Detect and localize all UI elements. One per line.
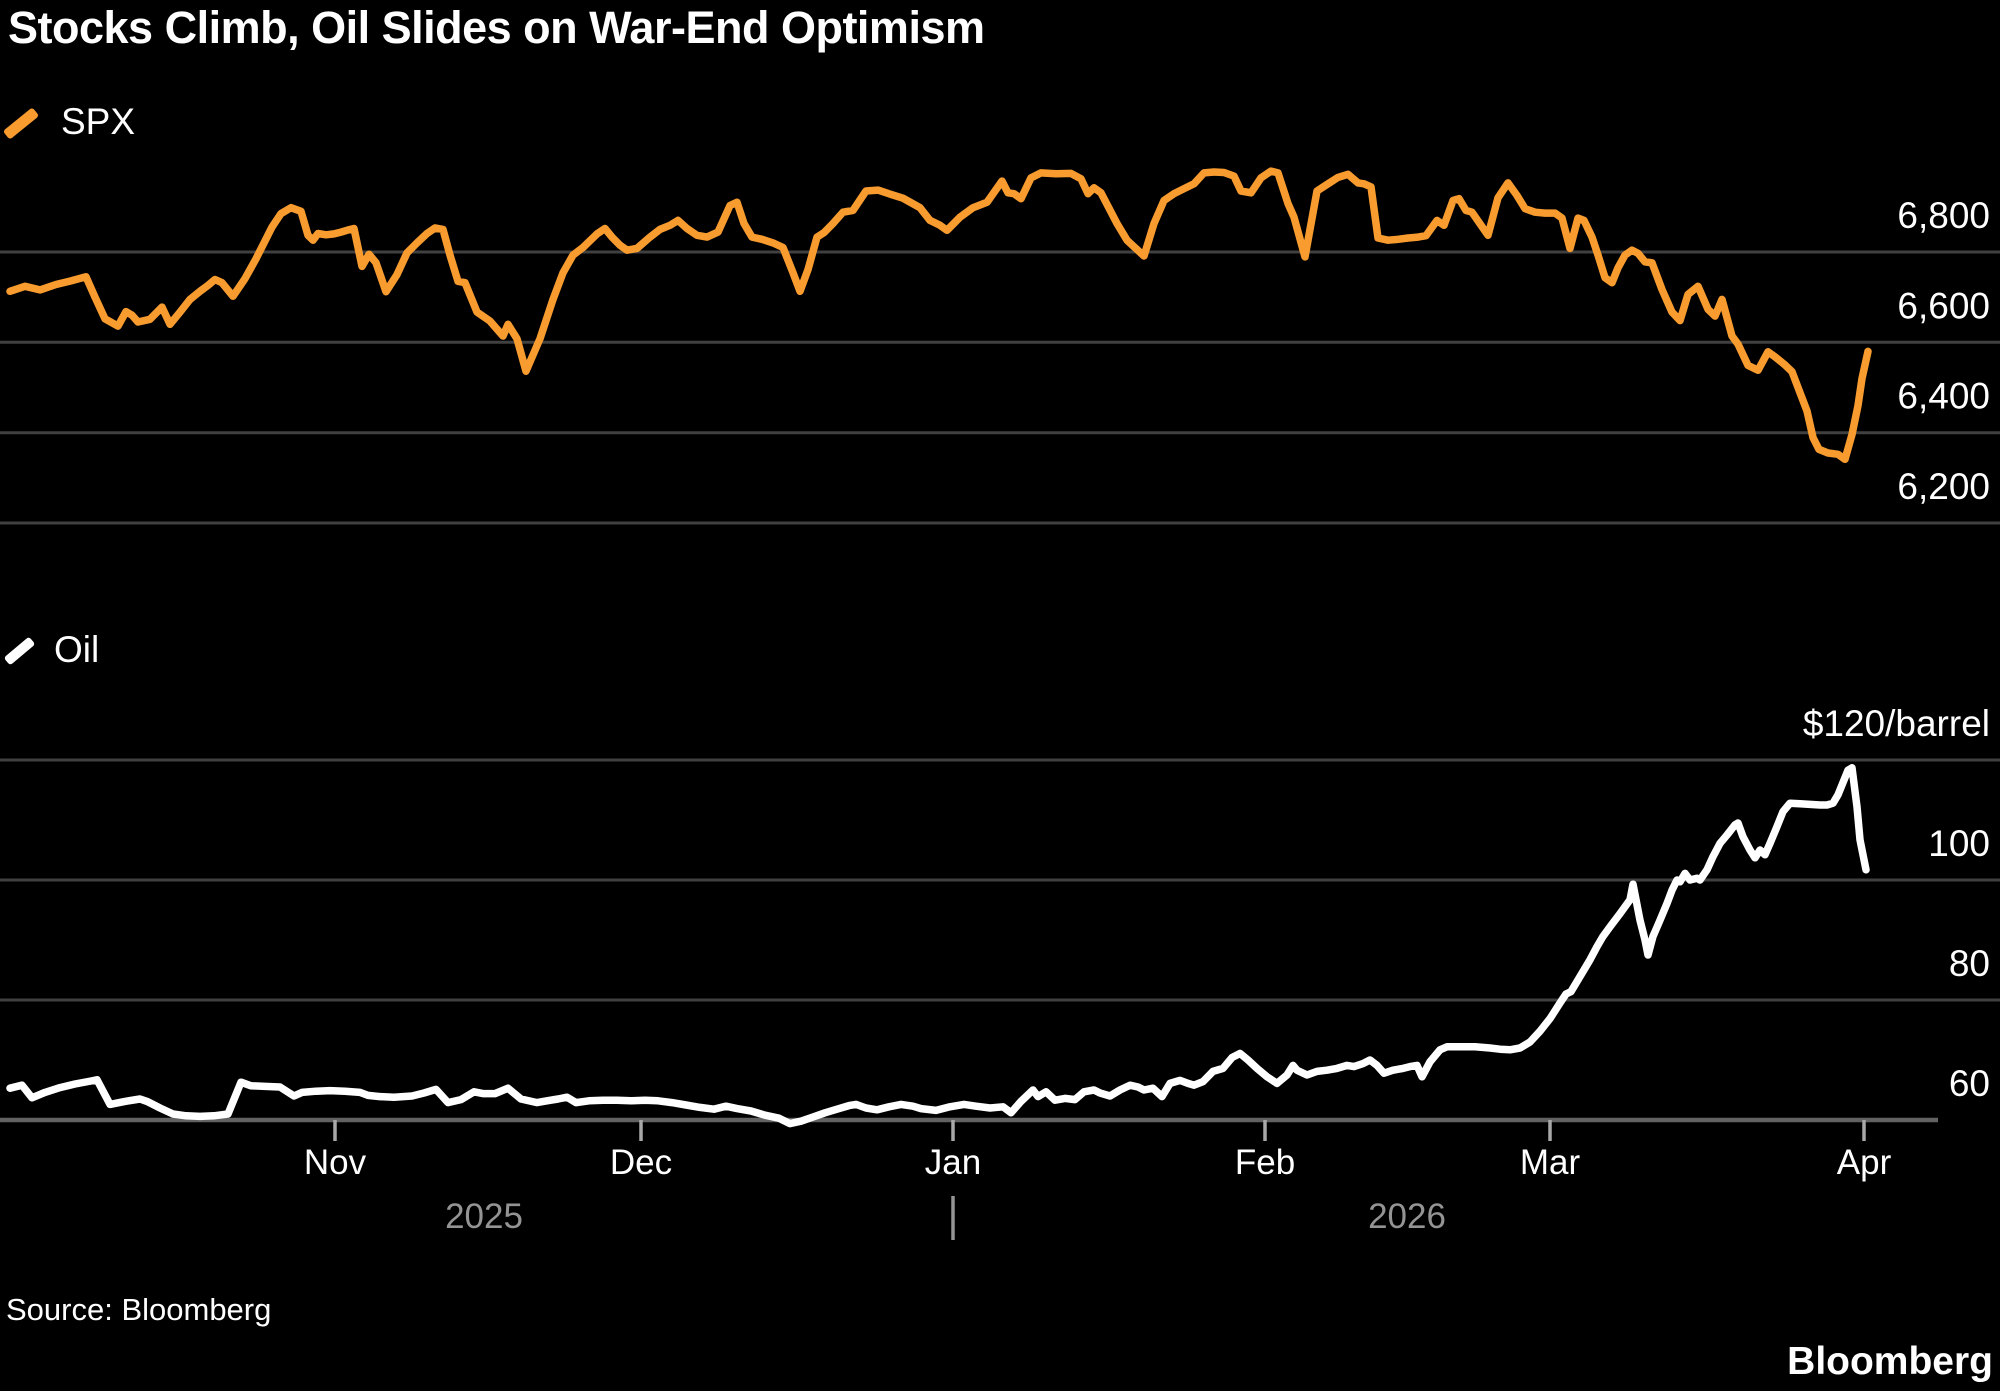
spx-axis-label: 6,400: [1897, 376, 1990, 417]
month-label: Nov: [304, 1143, 367, 1182]
oil-axis-label: 60: [1949, 1063, 1990, 1104]
bloomberg-logo: Bloomberg: [1787, 1340, 1993, 1383]
spx-axis-label: 6,200: [1897, 466, 1990, 507]
legend-oil-label: Oil: [54, 629, 100, 670]
spx-axis-label: 6,800: [1897, 195, 1990, 236]
page-title: Stocks Climb, Oil Slides on War-End Opti…: [8, 2, 985, 53]
source-note: Source: Bloomberg: [6, 1292, 272, 1327]
year-label: 2026: [1368, 1197, 1446, 1236]
spx-line: [6, 167, 1872, 464]
month-label: Mar: [1520, 1143, 1581, 1182]
month-label: Dec: [610, 1143, 672, 1182]
oil-axis-label: 100: [1928, 823, 1990, 864]
year-label: 2025: [445, 1197, 523, 1236]
spx-axis-label: 6,600: [1897, 285, 1990, 326]
month-label: Feb: [1235, 1143, 1295, 1182]
month-label: Apr: [1837, 1143, 1892, 1182]
oil-axis-label: 80: [1949, 943, 1990, 984]
legend-spx-label: SPX: [61, 101, 136, 142]
oil-axis-label: $120/barrel: [1803, 703, 1990, 744]
month-label: Jan: [925, 1143, 981, 1182]
oil-line: [6, 764, 1870, 1128]
